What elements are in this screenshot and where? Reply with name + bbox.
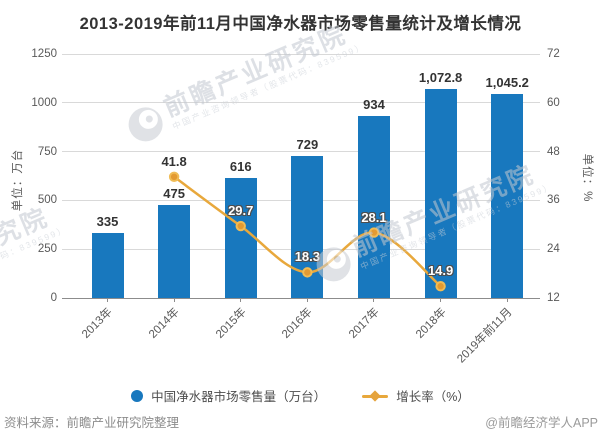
x-axis-label-2016年: 2016年: [280, 306, 315, 341]
x-tick-2015年: [240, 298, 242, 302]
bar-2018年: [424, 88, 457, 298]
line-value-label-2015年: 29.7: [228, 203, 254, 219]
legend-line-label: 增长率（%）: [396, 390, 470, 404]
line-value-label-2017年: 28.1: [361, 209, 387, 225]
line-marker-2015年: [235, 220, 246, 232]
line-marker-2018年: [435, 281, 446, 292]
legend-bar-label: 中国净水器市场零售量（万台）: [151, 390, 327, 404]
bar-2015年: [224, 177, 257, 298]
bar-value-label-2014年: 475: [163, 186, 185, 202]
bar-2017年: [357, 115, 390, 298]
bar-2014年: [158, 205, 191, 298]
growth-line-layer: [168, 171, 446, 292]
x-tick-2017年: [373, 298, 375, 302]
legend-line-marker-icon: [362, 389, 389, 402]
x-tick-2018年: [440, 298, 442, 302]
y-tick-right-60: 60: [547, 96, 560, 109]
bar-value-label-2019年前11月: 1,045.2: [485, 74, 529, 90]
plot-area: 335 475 616 729 934 1,072.8 1,045.2 2013年 2014年 2…: [62, 53, 540, 366]
bar-value-label-2016年: 729: [296, 136, 319, 152]
y-tick-right-72: 72: [547, 48, 560, 60]
y-tick-right-24: 24: [547, 243, 560, 256]
gridline-750: [62, 151, 540, 153]
gridline-0: [62, 297, 540, 299]
legend-item-bars: 中国净水器市场零售量（万台）: [131, 386, 326, 405]
watermark: 前瞻产业研究院 中国产业咨询领导者（股票代码：839599）: [0, 202, 69, 315]
x-tick-2014年: [173, 298, 175, 302]
bar-value-label-2018年: 1,072.8: [418, 69, 463, 85]
line-value-label-2016年: 18.3: [294, 249, 321, 265]
y-tick-left-750: 750: [37, 145, 57, 158]
line-marker-2016年: [302, 267, 313, 278]
legend: 中国净水器市场零售量（万台） 增长率（%）: [0, 386, 601, 405]
y-tick-left-0: 0: [50, 292, 57, 304]
x-axis-label-2015年: 2015年: [213, 306, 249, 341]
legend-bar-marker-icon: [131, 389, 144, 402]
x-axis-label-2018年: 2018年: [413, 306, 449, 341]
bar-value-label-2017年: 934: [363, 96, 385, 112]
bar-value-label-2013年: 335: [96, 213, 119, 229]
y-tick-left-1000: 1000: [31, 96, 57, 109]
legend-item-line: 增长率（%）: [362, 386, 470, 405]
bar-value-label-2015年: 616: [229, 158, 252, 174]
bar-2013年: [91, 232, 124, 298]
x-tick-2019年前11月: [506, 298, 508, 302]
y-tick-right-12: 12: [547, 292, 560, 304]
gridline-1250: [62, 53, 540, 55]
x-tick-2013年: [107, 298, 108, 302]
footer-source: 资料来源：前瞻产业研究院整理: [4, 416, 180, 430]
bar-2019年前11月: [491, 93, 524, 298]
chart-title: 2013-2019年前11月中国净水器市场零售量统计及增长情况: [79, 15, 522, 33]
line-value-label-2014年: 41.8: [161, 153, 187, 169]
x-axis-label-2017年: 2017年: [346, 306, 382, 341]
y-tick-left-250: 250: [37, 243, 57, 256]
x-tick-2016年: [306, 298, 308, 302]
x-axis-label-2013年: 2013年: [80, 306, 116, 341]
y-tick-left-500: 500: [37, 194, 57, 207]
gridline-1000: [62, 102, 540, 104]
y-tick-right-48: 48: [547, 145, 560, 158]
y-tick-left-1250: 1250: [31, 48, 57, 60]
y-tick-right-36: 36: [547, 194, 560, 207]
x-axis-label-2014年: 2014年: [147, 306, 182, 341]
line-marker-2017年: [368, 227, 380, 238]
x-axis-label-2019年前11月: 2019年前11月: [455, 306, 515, 366]
line-marker-2014年: [168, 171, 180, 183]
line-value-label-2018年: 14.9: [427, 263, 454, 279]
footer-credit: @前瞻经济学人APP: [485, 416, 598, 430]
